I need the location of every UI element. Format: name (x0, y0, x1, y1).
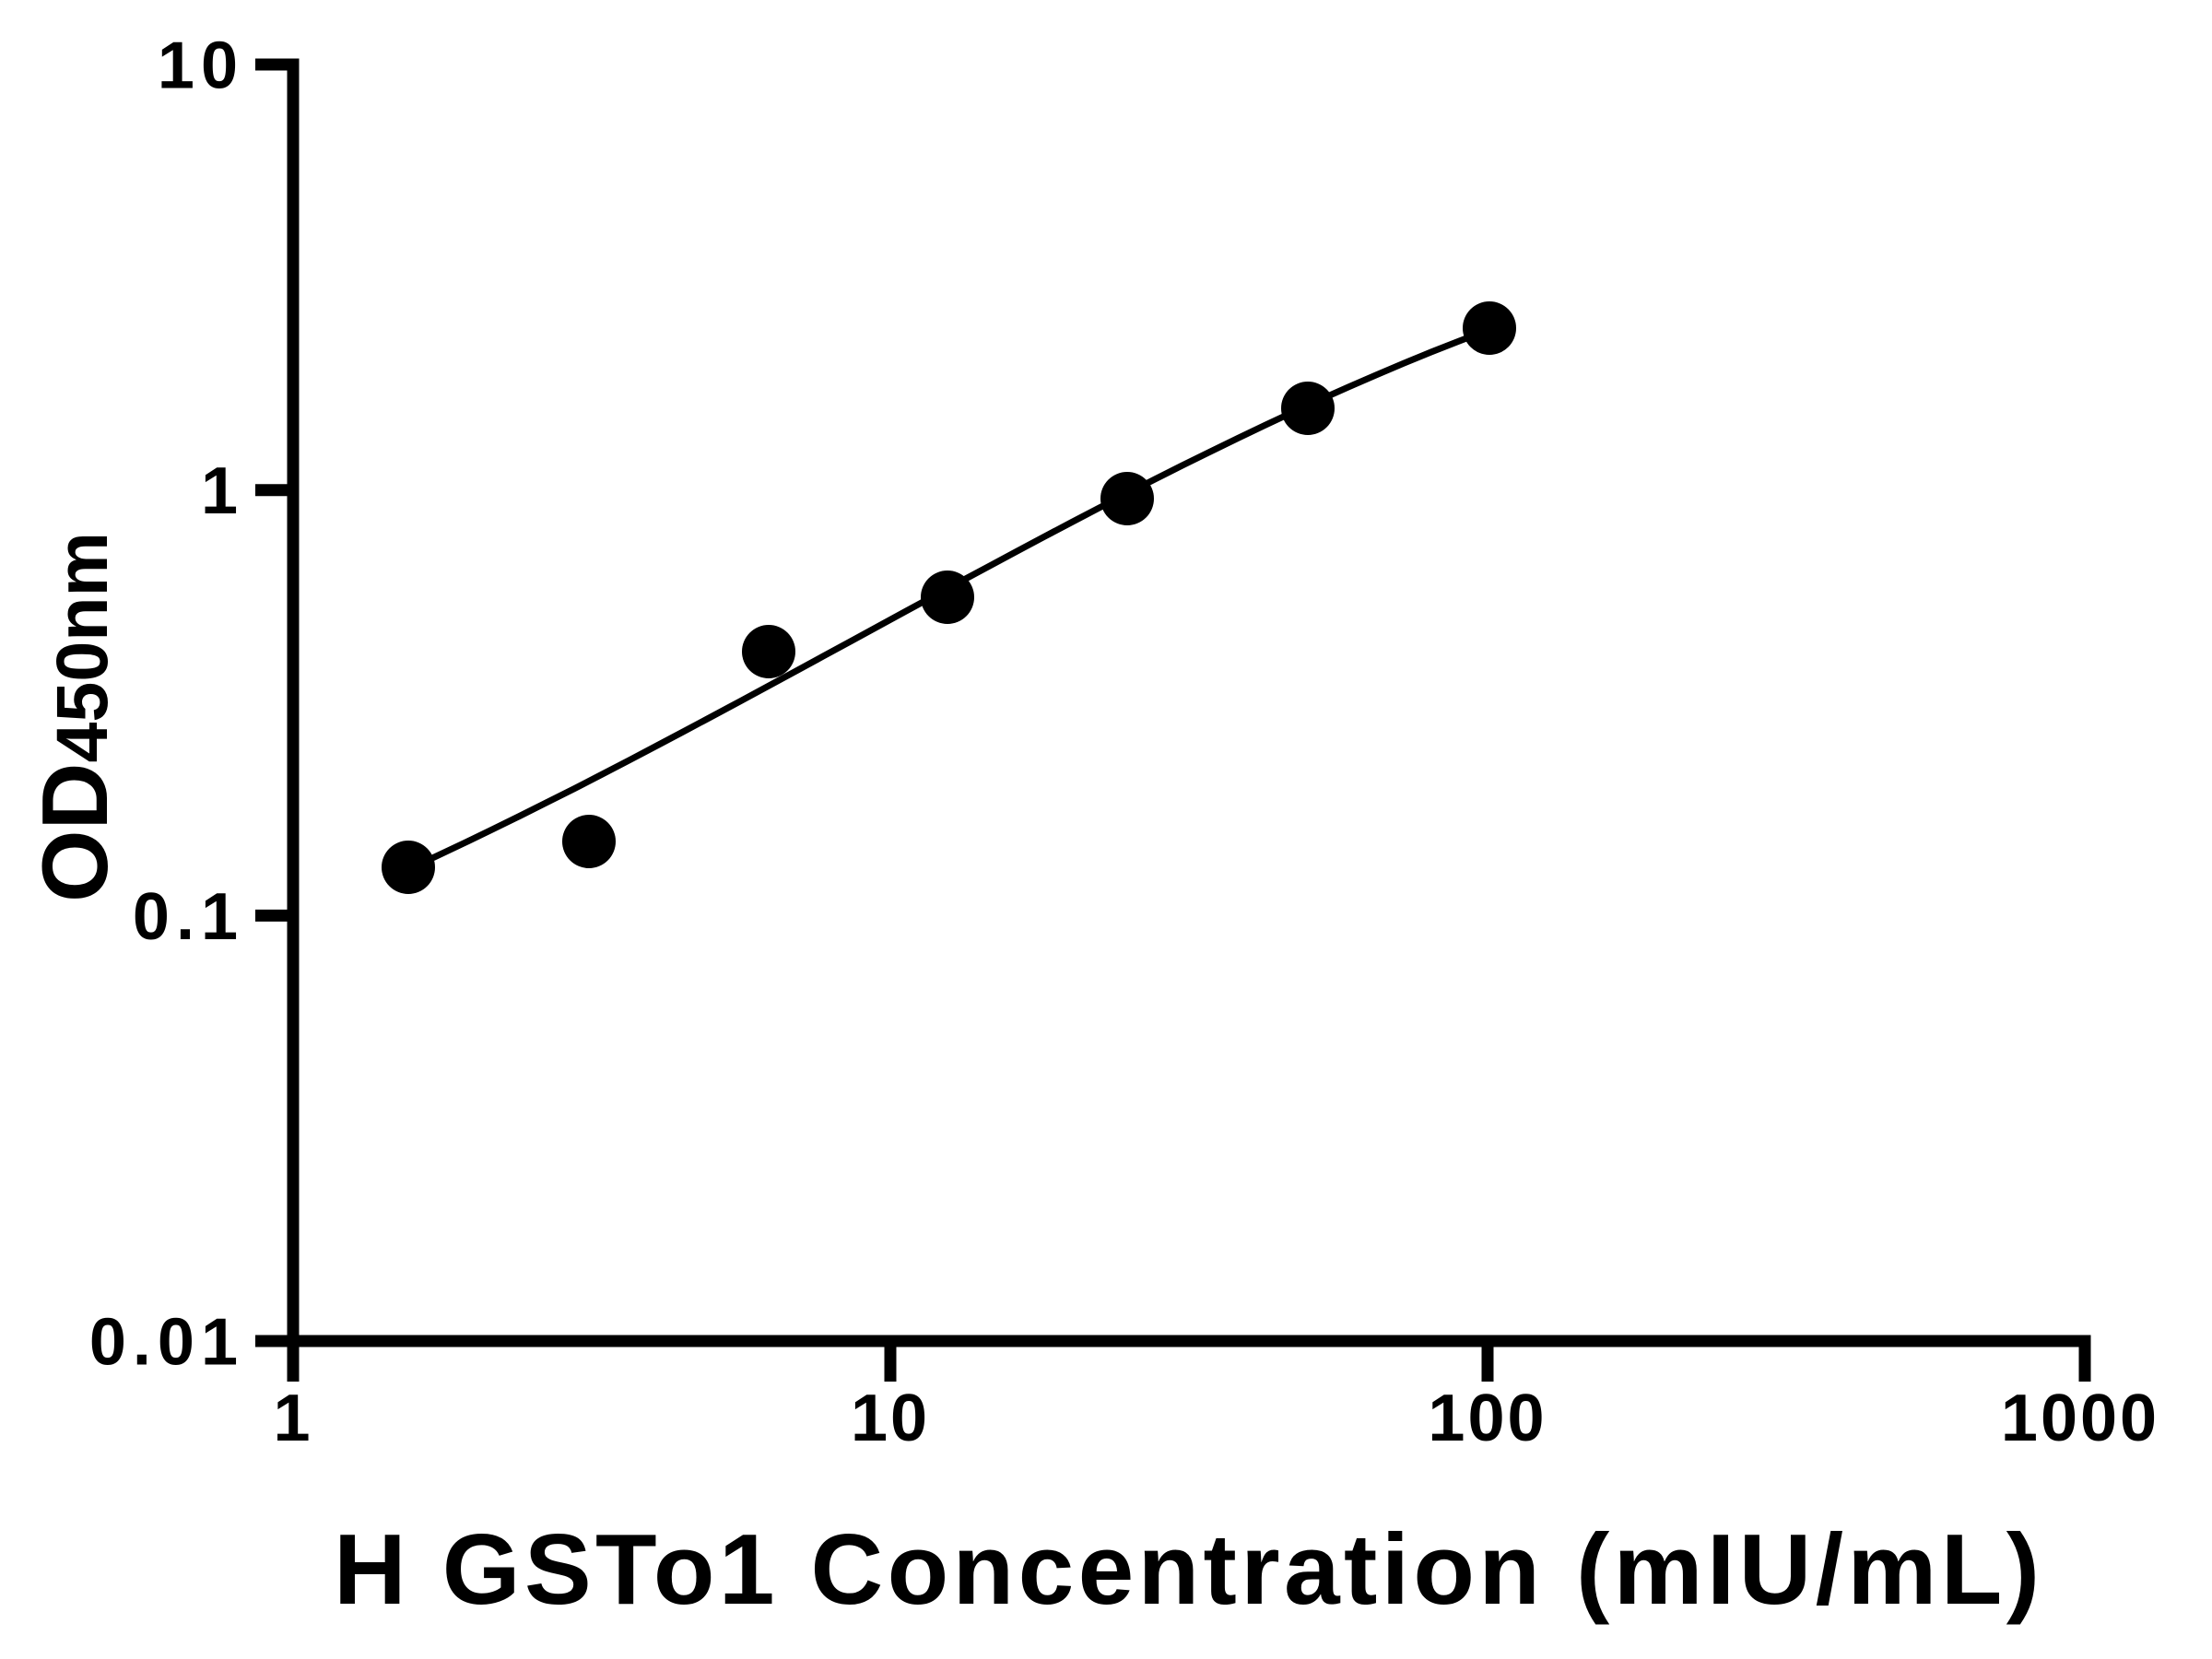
svg-text:H GSTo1 Concentration (mIU/mL): H GSTo1 Concentration (mIU/mL) (334, 1513, 2040, 1626)
svg-text:10: 10 (851, 1382, 930, 1455)
svg-text:0.1: 0.1 (133, 880, 244, 954)
svg-text:0.01: 0.01 (89, 1306, 244, 1380)
svg-text:OD450nm: OD450nm (24, 532, 127, 902)
svg-text:1000: 1000 (2001, 1382, 2159, 1455)
svg-text:10: 10 (158, 29, 244, 103)
svg-text:1: 1 (201, 454, 244, 528)
svg-text:100: 100 (1428, 1382, 1547, 1455)
svg-text:1: 1 (273, 1382, 312, 1455)
